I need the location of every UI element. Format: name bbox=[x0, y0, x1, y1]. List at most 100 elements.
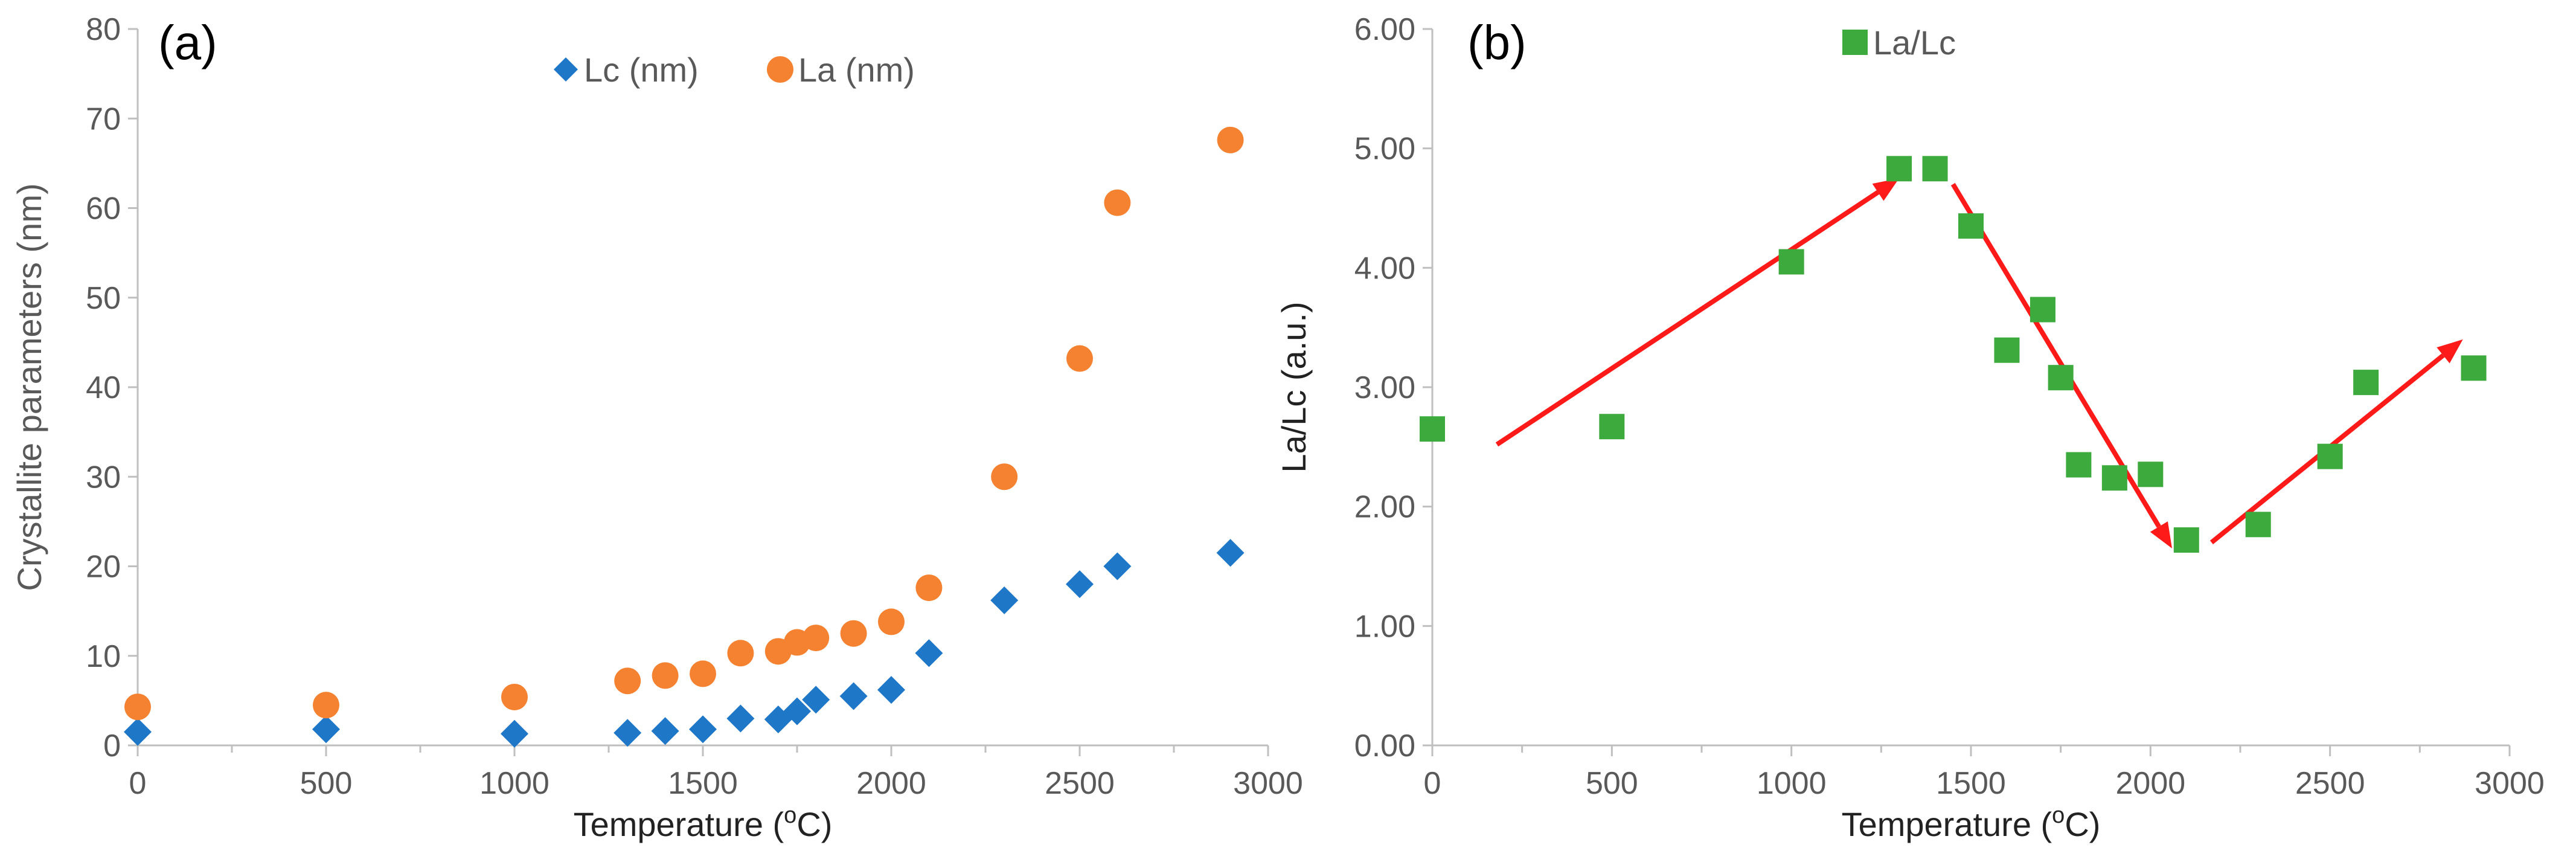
data-point-diamond bbox=[990, 586, 1019, 614]
data-point-square bbox=[2245, 512, 2271, 538]
data-point-circle bbox=[1066, 345, 1093, 372]
data-point-circle bbox=[915, 574, 943, 602]
chart-a: 0 10 20 30 40 50 60 70 80 0 500 1000 1500 2000 2500 300… bbox=[10, 12, 1303, 843]
y-tick-label: 40 bbox=[86, 370, 121, 405]
data-point-square bbox=[1958, 213, 1984, 239]
x-tick-label: 0 bbox=[129, 766, 147, 801]
x-tick-label: 1500 bbox=[1936, 766, 2006, 801]
legend-label: La (nm) bbox=[798, 51, 915, 89]
legend-marker-square bbox=[1842, 30, 1868, 55]
y-tick-label: 70 bbox=[86, 101, 121, 137]
y-tick-label: 60 bbox=[86, 191, 121, 227]
data-point-diamond bbox=[877, 676, 905, 704]
data-point-diamond bbox=[1066, 570, 1094, 599]
data-point-circle bbox=[614, 667, 641, 695]
data-point-square bbox=[2173, 527, 2199, 553]
x-tick-label: 2500 bbox=[1045, 766, 1115, 801]
data-point-square bbox=[2030, 297, 2055, 323]
data-point-square bbox=[2138, 461, 2164, 487]
x-tick-label: 500 bbox=[300, 766, 353, 801]
data-point-diamond bbox=[689, 715, 717, 744]
panel-label: (b) bbox=[1467, 16, 1527, 69]
y-tick-label: 2.00 bbox=[1354, 490, 1415, 525]
data-point-square bbox=[1599, 414, 1625, 440]
y-tick-label: 20 bbox=[86, 550, 121, 585]
panel-label: (a) bbox=[158, 16, 217, 69]
y-tick-label: 1.00 bbox=[1354, 609, 1415, 644]
x-axis-title-sup: o bbox=[784, 803, 796, 828]
legend-label: Lc (nm) bbox=[584, 51, 699, 89]
data-point-circle bbox=[878, 608, 905, 635]
y-tick-label: 4.00 bbox=[1354, 251, 1415, 286]
x-tick-label: 1000 bbox=[479, 766, 549, 801]
x-tick-label: 2500 bbox=[2295, 766, 2365, 801]
y-axis-title: Crystallite parameters (nm) bbox=[10, 183, 48, 591]
data-point-circle bbox=[727, 640, 754, 667]
data-point-square bbox=[2461, 355, 2487, 381]
data-point-square bbox=[1778, 249, 1804, 275]
y-tick-label: 10 bbox=[86, 639, 121, 674]
data-point-square bbox=[1994, 337, 2020, 363]
chart-b: 0.00 1.00 2.00 3.00 4.00 5.00 6.00 0 500 1000 1500… bbox=[1275, 12, 2545, 843]
y-tick-label: 30 bbox=[86, 460, 121, 495]
data-point-square bbox=[2048, 365, 2074, 391]
data-point-circle bbox=[124, 693, 151, 721]
legend-label: La/Lc bbox=[1873, 24, 1956, 62]
data-point-diamond bbox=[124, 718, 152, 746]
data-point-circle bbox=[690, 660, 716, 687]
data-point-diamond bbox=[915, 639, 943, 667]
x-axis-title-sup: o bbox=[2052, 803, 2065, 828]
data-point-diamond bbox=[614, 719, 642, 747]
data-point-circle bbox=[840, 620, 867, 647]
x-axis-title-main: Temperature ( bbox=[574, 805, 784, 843]
legend-marker-circle bbox=[767, 56, 793, 83]
x-tick-label: 1500 bbox=[668, 766, 738, 801]
data-point-circle bbox=[803, 625, 830, 652]
data-point-circle bbox=[991, 463, 1018, 490]
data-point-circle bbox=[501, 683, 528, 710]
data-point-diamond bbox=[783, 697, 811, 725]
x-tick-label: 1000 bbox=[1757, 766, 1827, 801]
data-point-circle bbox=[313, 692, 339, 719]
data-point-square bbox=[1886, 156, 1912, 182]
y-tick-label: 5.00 bbox=[1354, 132, 1415, 167]
trend-arrow-head bbox=[1872, 178, 1900, 201]
data-point-circle bbox=[652, 662, 679, 689]
data-point-square bbox=[1922, 156, 1948, 182]
data-point-circle bbox=[1217, 126, 1244, 153]
x-axis-title-suffix: C) bbox=[796, 805, 832, 843]
x-tick-label: 0 bbox=[1424, 766, 1441, 801]
legend-marker-diamond bbox=[554, 57, 578, 82]
data-point-diamond bbox=[501, 719, 528, 748]
x-axis-title: Temperature (oC) bbox=[1842, 803, 2101, 843]
x-tick-label: 3000 bbox=[2475, 766, 2545, 801]
data-point-diamond bbox=[651, 717, 679, 745]
data-point-diamond bbox=[839, 682, 868, 710]
x-tick-label: 2000 bbox=[2115, 766, 2185, 801]
trend-arrow-head bbox=[2150, 521, 2173, 548]
y-axis-title: La/Lc (a.u.) bbox=[1275, 301, 1313, 472]
data-point-square bbox=[1420, 416, 1445, 442]
y-tick-label: 50 bbox=[86, 281, 121, 316]
y-tick-label: 80 bbox=[86, 12, 121, 47]
trend-arrow-line bbox=[1950, 182, 2161, 528]
y-tick-label: 0 bbox=[103, 728, 121, 764]
x-axis-title-main: Temperature ( bbox=[1842, 805, 2052, 843]
trend-arrow-head bbox=[2437, 339, 2463, 364]
x-tick-label: 500 bbox=[1586, 766, 1638, 801]
data-point-diamond bbox=[1103, 552, 1132, 580]
data-point-diamond bbox=[802, 686, 830, 714]
y-tick-label: 0.00 bbox=[1354, 728, 1415, 764]
x-tick-label: 3000 bbox=[1233, 766, 1303, 801]
x-tick-label: 2000 bbox=[856, 766, 926, 801]
trend-arrow-line bbox=[1495, 190, 1880, 447]
data-point-diamond bbox=[726, 704, 755, 733]
data-point-diamond bbox=[312, 715, 340, 744]
data-point-square bbox=[2101, 465, 2127, 491]
x-axis-title-suffix: C) bbox=[2065, 805, 2100, 843]
x-axis-title: Temperature (oC) bbox=[574, 803, 833, 843]
y-tick-label: 3.00 bbox=[1354, 370, 1415, 405]
data-point-circle bbox=[1104, 189, 1131, 216]
